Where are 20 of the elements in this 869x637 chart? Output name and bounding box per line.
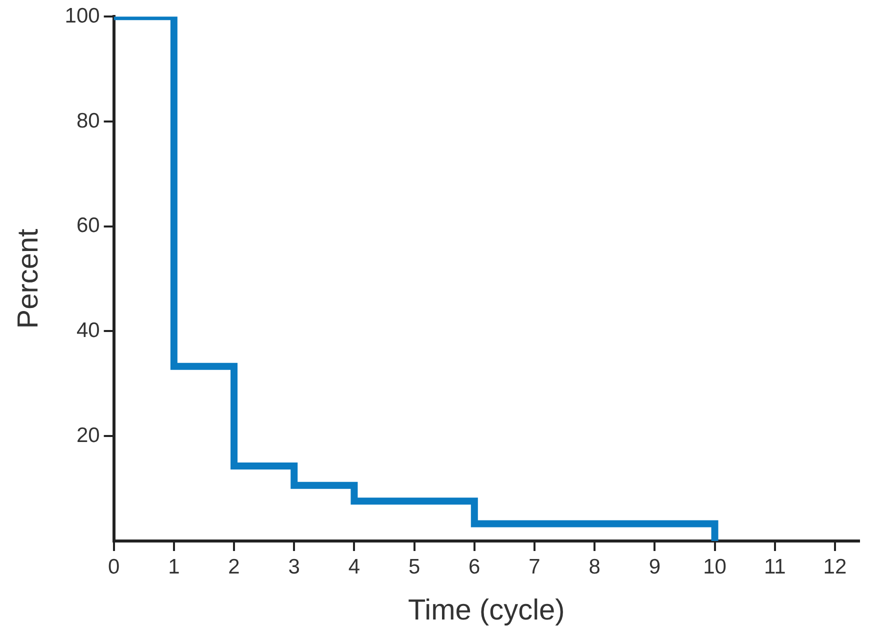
y-tick-label: 20 [76,424,100,447]
x-tick-label: 4 [348,555,360,578]
y-tick-label: 100 [64,4,100,28]
x-tick-label: 9 [648,555,661,578]
y-axis-title: Percent [12,228,44,329]
x-tick-label: 12 [823,555,847,578]
x-tick-label: 0 [108,555,120,578]
x-axis-title: Time (cycle) [408,594,565,627]
x-tick-label: 8 [588,555,600,578]
y-tick-label: 60 [76,214,100,238]
y-tick-label: 80 [76,109,100,132]
x-tick-label: 11 [764,555,786,578]
x-tick-label: 1 [168,555,180,578]
x-tick-label: 10 [703,555,726,578]
x-tick-label: 2 [228,555,240,578]
x-tick-label: 7 [528,555,540,578]
x-tick-label: 5 [408,555,420,578]
x-tick-label: 6 [468,555,480,578]
y-tick-label: 40 [76,319,100,342]
x-tick-label: 3 [288,555,300,578]
